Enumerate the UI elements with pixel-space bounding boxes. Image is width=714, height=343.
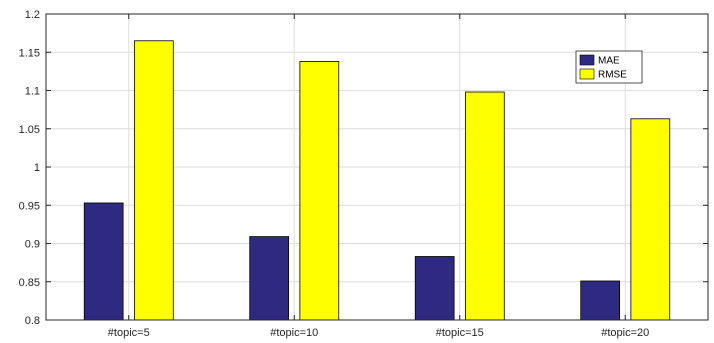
bars bbox=[83, 40, 671, 321]
x-tick-label: #topic=5 bbox=[108, 327, 150, 339]
bar-mae bbox=[83, 202, 124, 321]
x-tick-labels: #topic=5 #topic=10 #topic=15 #topic=20 bbox=[108, 327, 649, 339]
y-tick-label: 1.05 bbox=[19, 124, 40, 136]
legend-label-mae: MAE bbox=[598, 56, 620, 67]
y-tick-label: 1 bbox=[34, 162, 40, 174]
bar-rmse bbox=[464, 91, 505, 321]
x-tick-label: #topic=15 bbox=[436, 327, 484, 339]
bar-rmse bbox=[133, 40, 174, 321]
bar-rmse bbox=[630, 118, 671, 321]
bar-mae bbox=[249, 236, 290, 321]
bar-mae bbox=[580, 280, 621, 321]
legend-swatch-rmse bbox=[579, 68, 595, 80]
y-tick-label: 0.9 bbox=[25, 239, 40, 251]
y-tick-label: 0.8 bbox=[25, 315, 40, 327]
x-tick-label: #topic=20 bbox=[601, 327, 649, 339]
y-tick-label: 0.85 bbox=[19, 277, 40, 289]
x-tick-label: #topic=10 bbox=[270, 327, 318, 339]
bar-mae bbox=[414, 256, 455, 321]
legend-label-rmse: RMSE bbox=[598, 70, 627, 81]
axis-ticks bbox=[46, 13, 708, 321]
bar-rmse bbox=[299, 61, 340, 321]
legend-swatch-mae bbox=[579, 54, 595, 66]
y-tick-label: 1.2 bbox=[25, 9, 40, 21]
y-tick-label: 0.95 bbox=[19, 200, 40, 212]
y-tick-labels: 0.8 0.85 0.9 0.95 1 1.05 1.1 1.15 1.2 bbox=[19, 9, 40, 327]
y-tick-label: 1.1 bbox=[25, 86, 40, 98]
y-tick-label: 1.15 bbox=[19, 47, 40, 59]
legend: MAE RMSE bbox=[575, 50, 643, 84]
